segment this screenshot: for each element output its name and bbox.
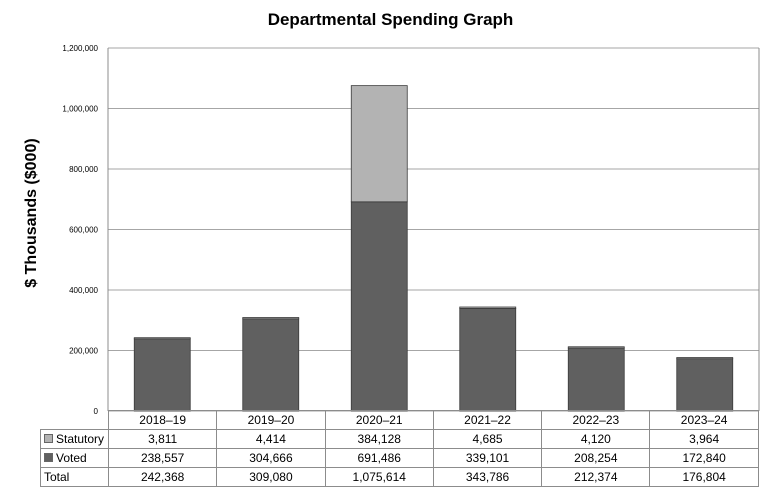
data-cell: 4,120 xyxy=(541,429,651,449)
y-tick-label: 1,000,000 xyxy=(62,105,98,114)
data-table-corner xyxy=(40,410,109,430)
data-cell: 172,840 xyxy=(649,448,759,468)
data-table-row-total: Total 242,368 309,080 1,075,614 343,786 … xyxy=(40,467,759,487)
data-table-row-statutory: Statutory 3,811 4,414 384,128 4,685 4,12… xyxy=(40,429,759,449)
data-cell: 3,811 xyxy=(107,429,218,449)
bar-statutory xyxy=(133,337,191,340)
category-label: 2021–22 xyxy=(432,410,543,430)
bar-statutory xyxy=(350,85,408,203)
data-cell: 242,368 xyxy=(107,467,218,487)
y-tick-label: 400,000 xyxy=(69,286,98,295)
y-tick-label: 200,000 xyxy=(69,347,98,356)
bar-statutory xyxy=(242,317,300,320)
total-row-label: Total xyxy=(40,467,109,487)
data-cell: 343,786 xyxy=(432,467,543,487)
data-cell: 4,414 xyxy=(216,429,326,449)
data-cell: 238,557 xyxy=(107,448,218,468)
data-cell: 304,666 xyxy=(216,448,326,468)
bar-voted xyxy=(133,338,191,412)
y-tick-label: 1,200,000 xyxy=(62,44,98,53)
bar-voted xyxy=(459,308,517,412)
category-label: 2020–21 xyxy=(324,410,434,430)
data-table-row-voted: Voted 238,557 304,666 691,486 339,101 20… xyxy=(40,448,759,468)
data-cell: 4,685 xyxy=(432,429,543,449)
data-cell: 208,254 xyxy=(541,448,651,468)
legend-label-statutory: Statutory xyxy=(56,432,105,446)
data-cell: 176,804 xyxy=(649,467,759,487)
chart-title: Departmental Spending Graph xyxy=(267,10,514,29)
y-tick-label: 600,000 xyxy=(69,226,98,235)
data-cell: 3,964 xyxy=(649,429,759,449)
bar-statutory xyxy=(459,306,517,309)
data-table: 2018–19 2019–20 2020–21 2021–22 2022–23 … xyxy=(40,410,759,487)
data-cell: 339,101 xyxy=(432,448,543,468)
bar-voted xyxy=(242,318,300,412)
bar-voted xyxy=(676,358,734,412)
data-cell: 212,374 xyxy=(541,467,651,487)
category-label: 2019–20 xyxy=(216,410,326,430)
category-label: 2018–19 xyxy=(107,410,218,430)
category-label: 2023–24 xyxy=(649,410,759,430)
data-cell: 384,128 xyxy=(324,429,434,449)
legend-swatch-statutory xyxy=(44,434,53,444)
legend-label-voted: Voted xyxy=(56,451,87,465)
category-label: 2022–23 xyxy=(541,410,651,430)
bar-statutory xyxy=(676,357,734,360)
data-cell: 1,075,614 xyxy=(324,467,434,487)
bar-statutory xyxy=(567,346,625,349)
data-cell: 691,486 xyxy=(324,448,434,468)
bar-voted xyxy=(567,347,625,412)
legend-swatch-voted xyxy=(44,453,53,463)
data-table-header-row: 2018–19 2019–20 2020–21 2021–22 2022–23 … xyxy=(40,410,759,430)
data-cell: 309,080 xyxy=(216,467,326,487)
legend-entry-voted: Voted xyxy=(40,448,109,468)
bar-voted xyxy=(350,201,408,412)
y-tick-label: 800,000 xyxy=(69,165,98,174)
legend-entry-statutory: Statutory xyxy=(40,429,109,449)
